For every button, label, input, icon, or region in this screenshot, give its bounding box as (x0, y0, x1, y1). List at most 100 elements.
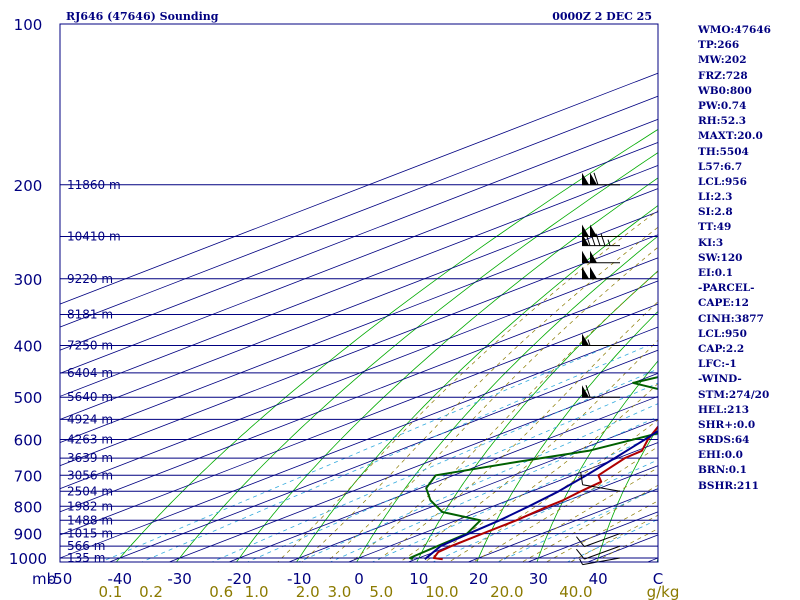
index-item: HEL:213 (698, 403, 750, 416)
mixing-ratio-label: 1.0 (245, 583, 269, 600)
wind-barb-shaft (584, 533, 621, 548)
mixing-ratio-line (566, 518, 658, 562)
index-item: -WIND- (698, 373, 742, 386)
isotherm (227, 395, 658, 562)
wind-barb (581, 333, 621, 347)
wind-barb-shaft (582, 484, 621, 492)
pressure-tick-label: 1000 (9, 550, 47, 568)
mixing-ratio-label: 3.0 (327, 583, 351, 600)
isotherm (60, 72, 658, 305)
mixing-ratio-line (140, 345, 649, 562)
wind-barb-flag (582, 385, 589, 398)
index-item: RH:52.3 (698, 115, 747, 128)
wind-barb-flag (582, 224, 589, 237)
mixing-ratio-label: 5.0 (369, 583, 393, 600)
indices-panel: WMO:47646 TP:266 MW:202 FRZ:728 WB0:800 PW:0.… (698, 23, 798, 494)
wind-barb-feather (593, 172, 599, 185)
temperature-tick-label: -10 (287, 570, 312, 588)
mixing-ratio-label: 20.0 (490, 583, 523, 600)
wind-barb-flag (590, 250, 597, 263)
index-item: TT:49 (698, 221, 732, 234)
mixing-ratio-label: 0.2 (139, 583, 163, 600)
isotherm (108, 349, 658, 562)
temperature-tick-label: 30 (529, 570, 548, 588)
index-item: FRZ:728 (698, 69, 748, 82)
height-label: 1982 m (67, 499, 113, 513)
wind-barb-flag (590, 172, 597, 185)
index-item: LFC:-1 (698, 358, 737, 371)
height-label: 8181 m (67, 308, 113, 322)
pressure-tick-label: 400 (14, 338, 43, 356)
height-label: 4263 m (67, 433, 113, 447)
index-item: KI:3 (698, 236, 724, 249)
pressure-tick-label: 200 (14, 177, 43, 195)
plot-frame (59, 23, 659, 563)
sounding-time: 0000Z 2 DEC 25 (552, 10, 652, 23)
wind-barb-feather (595, 233, 601, 246)
isotherm (60, 95, 658, 328)
isotherm (60, 211, 658, 443)
index-item: TP:266 (698, 39, 740, 52)
temperature-tick-label: 0 (354, 570, 364, 588)
wind-barb-shaft (584, 545, 621, 560)
mixing-ratio-line (371, 433, 658, 562)
wind-barb-half-feather (587, 339, 591, 346)
mixing-ratio-unit: g/kg (647, 583, 680, 600)
height-label: 11860 m (67, 178, 121, 192)
isotherm (287, 419, 658, 562)
pressure-tick-label: 600 (14, 432, 43, 450)
isotherm (347, 442, 658, 562)
temperature-profile-line (432, 425, 658, 561)
pressure-tick-label: 300 (14, 271, 43, 289)
index-item: L57:6.7 (698, 160, 743, 173)
mixing-ratio-line (329, 416, 658, 562)
index-item: MW:202 (698, 54, 747, 67)
height-label: 1015 m (67, 527, 113, 541)
wind-barb-flag (582, 266, 589, 279)
wind-barb (576, 533, 621, 548)
mixing-ratio-label: 10.0 (425, 583, 458, 600)
height-label: 5640 m (67, 390, 113, 404)
index-item: LCL:956 (698, 175, 747, 188)
index-item: BSHR:211 (698, 479, 759, 492)
wind-barb-flag (590, 224, 597, 237)
height-label: 7250 m (67, 339, 113, 353)
isotherm (168, 372, 658, 562)
parcel-profile-line (424, 429, 658, 560)
station-title: RJ646 (47646) Sounding (66, 10, 219, 23)
index-item: BRN:0.1 (698, 464, 747, 477)
height-label: 3639 m (67, 451, 113, 465)
temperature-tick-label: 10 (409, 570, 428, 588)
isotherm (60, 326, 658, 559)
index-item: -PARCEL- (698, 282, 755, 295)
wind-barb-flag (582, 172, 589, 185)
height-label: 135 m (67, 551, 105, 565)
isotherm (60, 188, 658, 420)
wind-barb (581, 224, 621, 237)
height-label: 9220 m (67, 272, 113, 286)
dry-adiabat (296, 204, 658, 562)
temperature-tick-label: -30 (167, 570, 192, 588)
index-item: STM:274/20 (698, 388, 770, 401)
wind-barb-half-feather (607, 239, 611, 246)
height-label: 10410 m (67, 230, 121, 244)
wind-barb (581, 266, 621, 280)
wind-barb (581, 250, 621, 264)
index-item: EHI:0.0 (698, 449, 743, 462)
wind-barb (576, 545, 621, 560)
dewpoint-profile-line (408, 376, 658, 561)
temperature-tick-label: 20 (469, 570, 488, 588)
wind-barbs (576, 172, 621, 566)
index-item: SI:2.8 (698, 206, 733, 219)
isotherm (60, 257, 658, 490)
wind-barb-feather (585, 385, 591, 398)
height-label: 2504 m (67, 484, 113, 498)
wind-barb (581, 385, 621, 398)
temperature-tick-label: -50 (48, 570, 73, 588)
index-item: SW:120 (698, 251, 743, 264)
wind-barb-feather (580, 472, 584, 485)
pressure-tick-label: 700 (14, 467, 43, 485)
isotherm (60, 280, 658, 513)
